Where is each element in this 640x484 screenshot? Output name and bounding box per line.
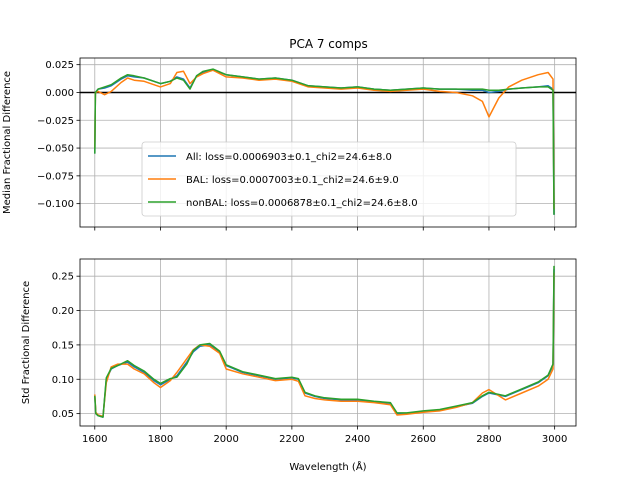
y-tick-label: 0.15 xyxy=(52,340,74,351)
legend-frame xyxy=(141,141,517,217)
x-tick-label: 2600 xyxy=(411,434,436,445)
x-tick-label: 2200 xyxy=(279,434,304,445)
std-series-lines xyxy=(94,265,555,418)
x-axis-label: Wavelength (Å) xyxy=(289,460,366,473)
legend-label-nonbal: nonBAL: loss=0.0006878±0.1_chi2=24.6±8.0 xyxy=(186,198,418,209)
y-tick-label: −0.100 xyxy=(37,199,74,210)
y-tick-label: 0.000 xyxy=(45,88,74,99)
x-tick-label: 1600 xyxy=(82,434,107,445)
median-y-axis-label: Median Fractional Difference xyxy=(2,71,13,214)
legend-label-bal: BAL: loss=0.0007003±0.1_chi2=24.6±9.0 xyxy=(186,175,399,186)
median-y-ticks: −0.100 −0.075 −0.050 −0.025 0.000 0.025 xyxy=(37,60,80,210)
median-subplot: PCA 7 comps −0.100 −0.075 −0.050 −0.025 0.00… xyxy=(2,37,577,231)
std-grid xyxy=(80,259,576,426)
legend: All: loss=0.0006903±0.1_chi2=24.6±8.0 BA… xyxy=(141,141,517,217)
std-x-ticks: 1600 1800 2000 2200 2400 2600 2800 3000 xyxy=(82,426,567,445)
chart-title: PCA 7 comps xyxy=(289,37,368,51)
x-tick-label: 2000 xyxy=(213,434,238,445)
y-tick-label: −0.050 xyxy=(37,144,74,155)
y-tick-label: −0.025 xyxy=(37,116,74,127)
x-tick-label: 1800 xyxy=(148,434,173,445)
series-line-bal xyxy=(94,69,555,210)
y-tick-label: 0.025 xyxy=(45,60,74,71)
y-tick-label: 0.25 xyxy=(52,272,74,283)
median-axes-frame xyxy=(79,57,577,228)
series-line-nonbal xyxy=(94,68,555,215)
series-line-nonbal xyxy=(94,265,555,418)
median-series-lines xyxy=(94,68,555,215)
median-x-ticks xyxy=(94,227,556,231)
y-tick-label: 0.10 xyxy=(52,375,74,386)
y-tick-label: −0.075 xyxy=(37,171,74,182)
std-subplot: 1600 1800 2000 2200 2400 2600 2800 3000 0.05 0.1… xyxy=(21,258,577,473)
x-tick-label: 3000 xyxy=(542,434,567,445)
std-y-axis-label: Std Fractional Difference xyxy=(21,281,32,404)
legend-label-all: All: loss=0.0006903±0.1_chi2=24.6±8.0 xyxy=(186,152,392,163)
y-tick-label: 0.05 xyxy=(52,409,74,420)
series-line-bal xyxy=(94,272,555,418)
x-tick-label: 2800 xyxy=(476,434,501,445)
std-y-ticks: 0.05 0.10 0.15 0.20 0.25 xyxy=(52,272,80,420)
std-axes-frame xyxy=(79,258,577,427)
x-tick-label: 2400 xyxy=(345,434,370,445)
y-tick-label: 0.20 xyxy=(52,306,74,317)
